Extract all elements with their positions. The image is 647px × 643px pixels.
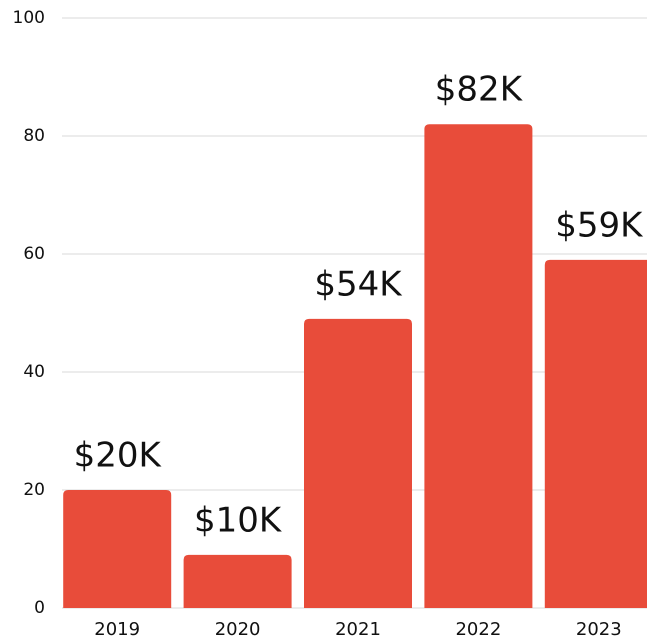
y-tick-label: 0 [34, 598, 45, 618]
x-tick-label: 2019 [94, 619, 140, 640]
bar [183, 554, 292, 608]
y-tick-label: 20 [23, 480, 45, 500]
bar [544, 259, 647, 608]
x-tick-label: 2023 [576, 619, 622, 640]
value-label: $10K [194, 500, 283, 540]
bar [424, 124, 533, 608]
value-label: $59K [555, 205, 644, 245]
value-label: $82K [435, 70, 524, 110]
value-label: $20K [74, 436, 163, 476]
value-label: $54K [314, 264, 403, 304]
bar [304, 318, 412, 608]
x-tick-label: 2021 [335, 619, 381, 640]
y-tick-label: 80 [23, 126, 45, 146]
y-tick-label: 40 [23, 362, 45, 382]
x-tick-label: 2022 [455, 619, 501, 640]
y-tick-label: 100 [13, 8, 45, 28]
x-tick-label: 2020 [215, 619, 261, 640]
y-tick-label: 60 [23, 244, 45, 264]
bar [63, 490, 172, 608]
